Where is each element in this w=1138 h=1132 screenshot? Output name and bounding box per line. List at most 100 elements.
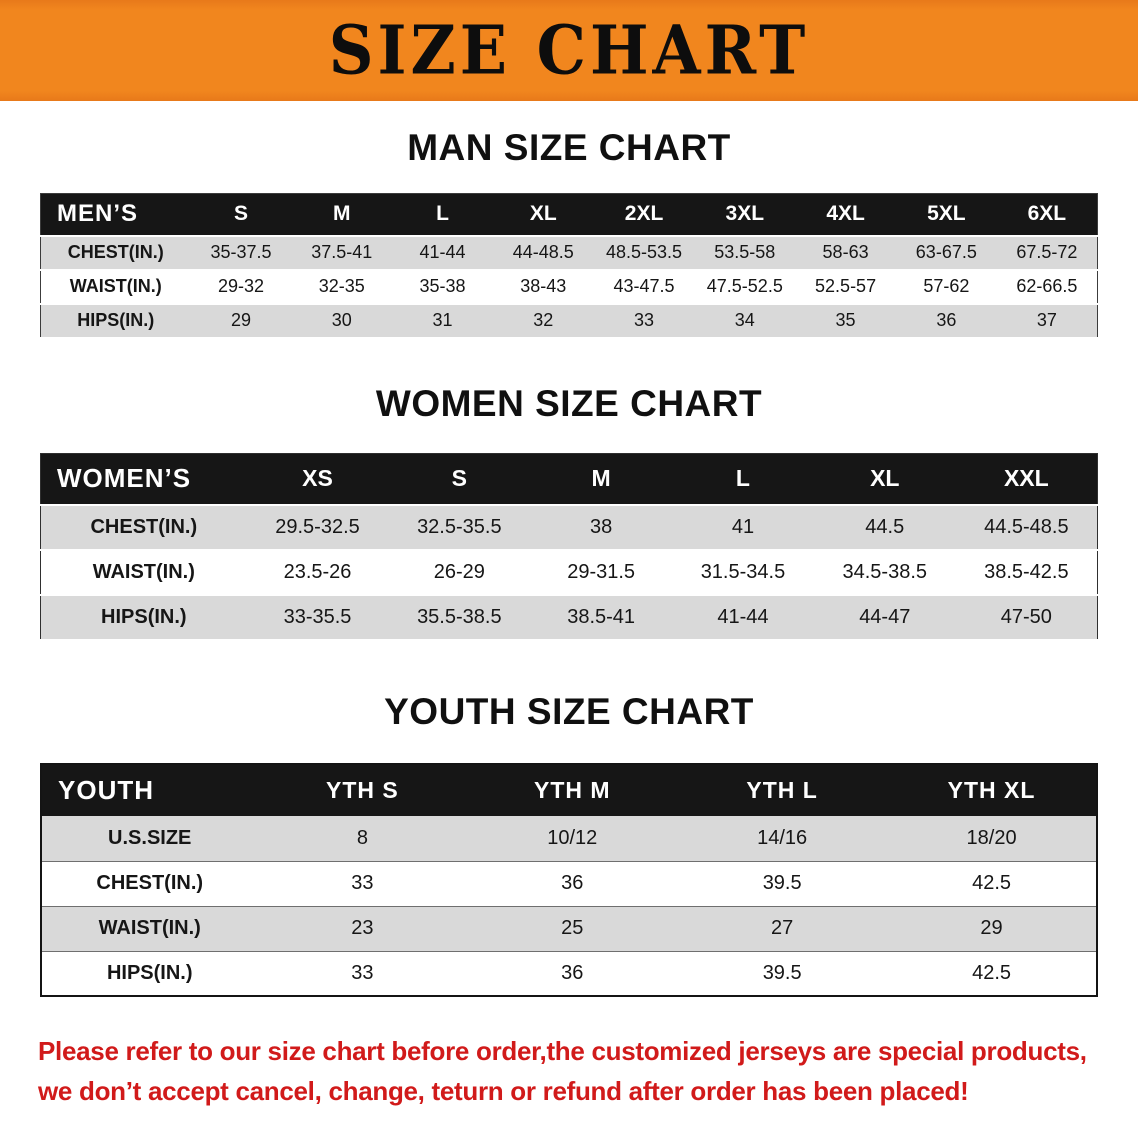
table-row: CHEST(IN.) 29.5-32.5 32.5-35.5 38 41 44.5 44.5… [40,505,1098,550]
value-cell: 29.5-32.5 [275,516,360,538]
value-cell: 35-37.5 [210,242,272,262]
value-cell: 58-63 [822,242,869,262]
value-cell: 38-43 [520,276,567,296]
value-cell: 38 [590,516,613,538]
value-cell: 23 [351,917,374,939]
row-label-cell: HIPS(IN.) [101,606,187,628]
value-cell: 44.5-48.5 [984,516,1069,538]
value-cell: 47.5-52.5 [706,276,783,296]
value-cell: 29 [980,917,1003,939]
size-column-header: L [392,193,493,236]
value-cell: 29-32 [217,276,264,296]
value-cell: 43-47.5 [613,276,675,296]
women-section-heading: WOMEN SIZE CHART [375,382,763,424]
size-column-header: XXL [955,453,1098,505]
row-label-cell: HIPS(IN.) [77,310,155,330]
value-cell: 26-29 [433,561,485,583]
row-label-cell: WAIST(IN.) [92,561,195,583]
value-cell: 35-38 [419,276,466,296]
size-column-header: 2XL [593,193,695,236]
row-label-cell: WAIST(IN.) [69,276,162,296]
table-title-cell: WOMEN’S [40,453,247,505]
size-column-header: 3XL [694,193,796,236]
man-size-section: MAN SIZE CHART MEN’S S M L XL 2XL 3XL 4XL 5XL 6XL… [0,127,1138,339]
value-cell: 33 [351,872,374,894]
value-cell: 31.5-34.5 [700,561,786,583]
note-line-2: we don’t accept cancel, change, teturn o… [38,1076,969,1106]
table-row: WAIST(IN.) 23.5-26 26-29 29-31.5 31.5-34.5 34… [40,550,1098,595]
size-column-header: 6XL [996,193,1098,236]
value-cell: 36 [561,961,584,984]
value-cell: 67.5-72 [1016,242,1078,262]
size-column-header: XL [813,453,956,505]
row-label-cell: CHEST(IN.) [67,242,164,262]
size-column-header: S [388,453,531,505]
table-row: WAIST(IN.) 23 25 27 29 [41,906,1097,951]
page-title: SIZE CHART [328,11,810,90]
row-label-cell: U.S.SIZE [108,826,192,849]
value-cell: 44-48.5 [512,242,574,262]
value-cell: 33 [351,961,374,984]
size-column-header: XL [492,193,594,236]
value-cell: 57-62 [923,276,970,296]
man-size-table: MEN’S S M L XL 2XL 3XL 4XL 5XL 6XL CHEST(IN.) 35-37… [40,193,1098,339]
table-row: CHEST(IN.) 33 36 39.5 42.5 [41,861,1097,906]
value-cell: 44-47 [859,606,911,628]
table-row: U.S.SIZE 8 10/12 14/16 18/20 [41,816,1097,861]
value-cell: 34.5-38.5 [842,561,928,583]
value-cell: 29-31.5 [567,561,636,583]
size-column-header: YTH L [677,764,888,816]
table-row: WAIST(IN.) 29-32 32-35 35-38 38-43 43-47.5 47.… [40,270,1098,304]
value-cell: 47-50 [1000,606,1052,628]
value-cell: 53.5-58 [714,242,776,262]
value-cell: 37.5-41 [311,242,373,262]
value-cell: 14/16 [757,826,808,849]
table-header-row: WOMEN’S XS S M L XL XXL [40,453,1098,505]
value-cell: 44.5 [865,516,905,538]
value-cell: 34 [734,310,755,330]
value-cell: 32 [533,310,554,330]
value-cell: 42.5 [972,872,1012,894]
value-cell: 37 [1036,310,1057,330]
value-cell: 30 [331,310,352,330]
value-cell: 27 [771,917,794,939]
value-cell: 36 [936,310,957,330]
value-cell: 35 [835,310,856,330]
value-cell: 42.5 [972,961,1012,984]
man-section-heading: MAN SIZE CHART [407,127,731,168]
order-note: Please refer to our size chart before or… [38,1031,1138,1111]
value-cell: 39.5 [762,961,802,984]
youth-size-section: YOUTH SIZE CHART YOUTH YTH S YTH M YTH L YTH… [0,691,1138,997]
value-cell: 39.5 [762,872,802,894]
value-cell: 35.5-38.5 [417,606,502,628]
table-header-row: YOUTH YTH S YTH M YTH L YTH XL [41,764,1097,816]
value-cell: 32.5-35.5 [417,516,502,538]
table-row: HIPS(IN.) 33 36 39.5 42.5 [41,951,1097,996]
size-column-header: XS [246,453,389,505]
value-cell: 52.5-57 [815,276,877,296]
value-cell: 25 [561,917,584,939]
value-cell: 32-35 [318,276,365,296]
size-column-header: 4XL [795,193,896,236]
table-header-row: MEN’S S M L XL 2XL 3XL 4XL 5XL 6XL [40,193,1098,236]
size-column-header: M [530,453,673,505]
note-line-1: Please refer to our size chart before or… [38,1036,1087,1066]
value-cell: 41-44 [419,242,466,262]
youth-section-heading: YOUTH SIZE CHART [384,691,754,732]
row-label-cell: CHEST(IN.) [90,516,198,538]
size-column-header: YTH S [257,764,468,816]
value-cell: 8 [356,826,368,849]
banner: SIZE CHART [0,0,1138,101]
value-cell: 36 [561,872,584,894]
value-cell: 38.5-41 [567,606,636,628]
size-column-header: L [672,453,814,505]
size-column-header: YTH XL [887,764,1097,816]
value-cell: 48.5-53.5 [606,242,683,262]
size-column-header: YTH M [467,764,678,816]
value-cell: 41-44 [717,606,769,628]
row-label-cell: HIPS(IN.) [106,961,193,984]
table-row: CHEST(IN.) 35-37.5 37.5-41 41-44 44-48.5 48.5… [40,235,1098,270]
women-size-section: WOMEN SIZE CHART WOMEN’S XS S M L XL XXL CHEST(… [0,382,1138,641]
table-title-cell: YOUTH [41,764,258,816]
